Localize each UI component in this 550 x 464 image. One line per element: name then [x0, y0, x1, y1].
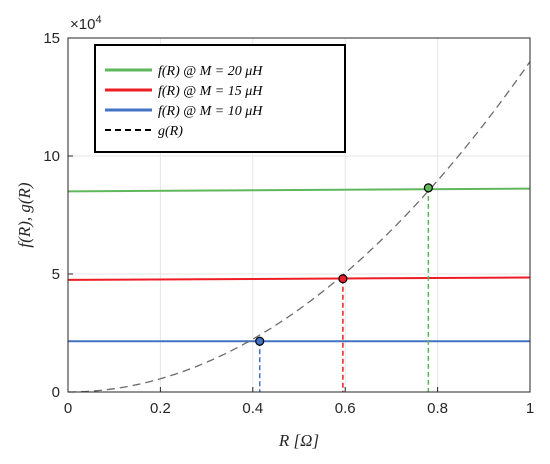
- series-f-line: [67, 276, 531, 281]
- series-g-curve: [67, 61, 531, 393]
- x-axis-title: R [Ω]: [278, 431, 319, 450]
- legend: f(R) @ M = 20 μH f(R) @ M = 15 μH f(R) @ M…: [94, 44, 346, 153]
- intersection-drop-lines: [258, 187, 430, 392]
- x-tick-label: 1: [526, 400, 534, 417]
- legend-entries: f(R) @ M = 20 μH f(R) @ M = 15 μH f(R) @ M…: [105, 64, 263, 139]
- legend-label: f(R) @ M = 15 μH: [158, 84, 263, 99]
- x-tick-label: 0.6: [335, 400, 356, 417]
- legend-label: g(R): [158, 124, 183, 139]
- y-axis-title: f(R), g(R): [15, 182, 34, 247]
- y-tick-label: 15: [43, 30, 60, 47]
- intersection-point: [338, 274, 348, 284]
- legend-label: f(R) @ M = 20 μH: [158, 64, 263, 79]
- legend-box: [94, 44, 346, 153]
- y-exponent-label: ×104: [70, 14, 102, 33]
- x-tick-label: 0.4: [242, 400, 263, 417]
- series-layer: [67, 61, 531, 393]
- intersection-point: [423, 183, 433, 193]
- y-tick-label: 10: [43, 148, 60, 165]
- intersection-points: [255, 183, 433, 346]
- plot-frame: [67, 37, 531, 393]
- y-tick-label: 0: [52, 384, 60, 401]
- legend-label: f(R) @ M = 10 μH: [158, 104, 263, 119]
- x-tick-label: 0.2: [150, 400, 171, 417]
- x-tick-label: 0: [64, 400, 72, 417]
- series-f-line: [67, 187, 531, 193]
- y-tick-label: 5: [52, 266, 60, 283]
- x-tick-label: 0.8: [427, 400, 448, 417]
- intersection-point: [255, 336, 265, 346]
